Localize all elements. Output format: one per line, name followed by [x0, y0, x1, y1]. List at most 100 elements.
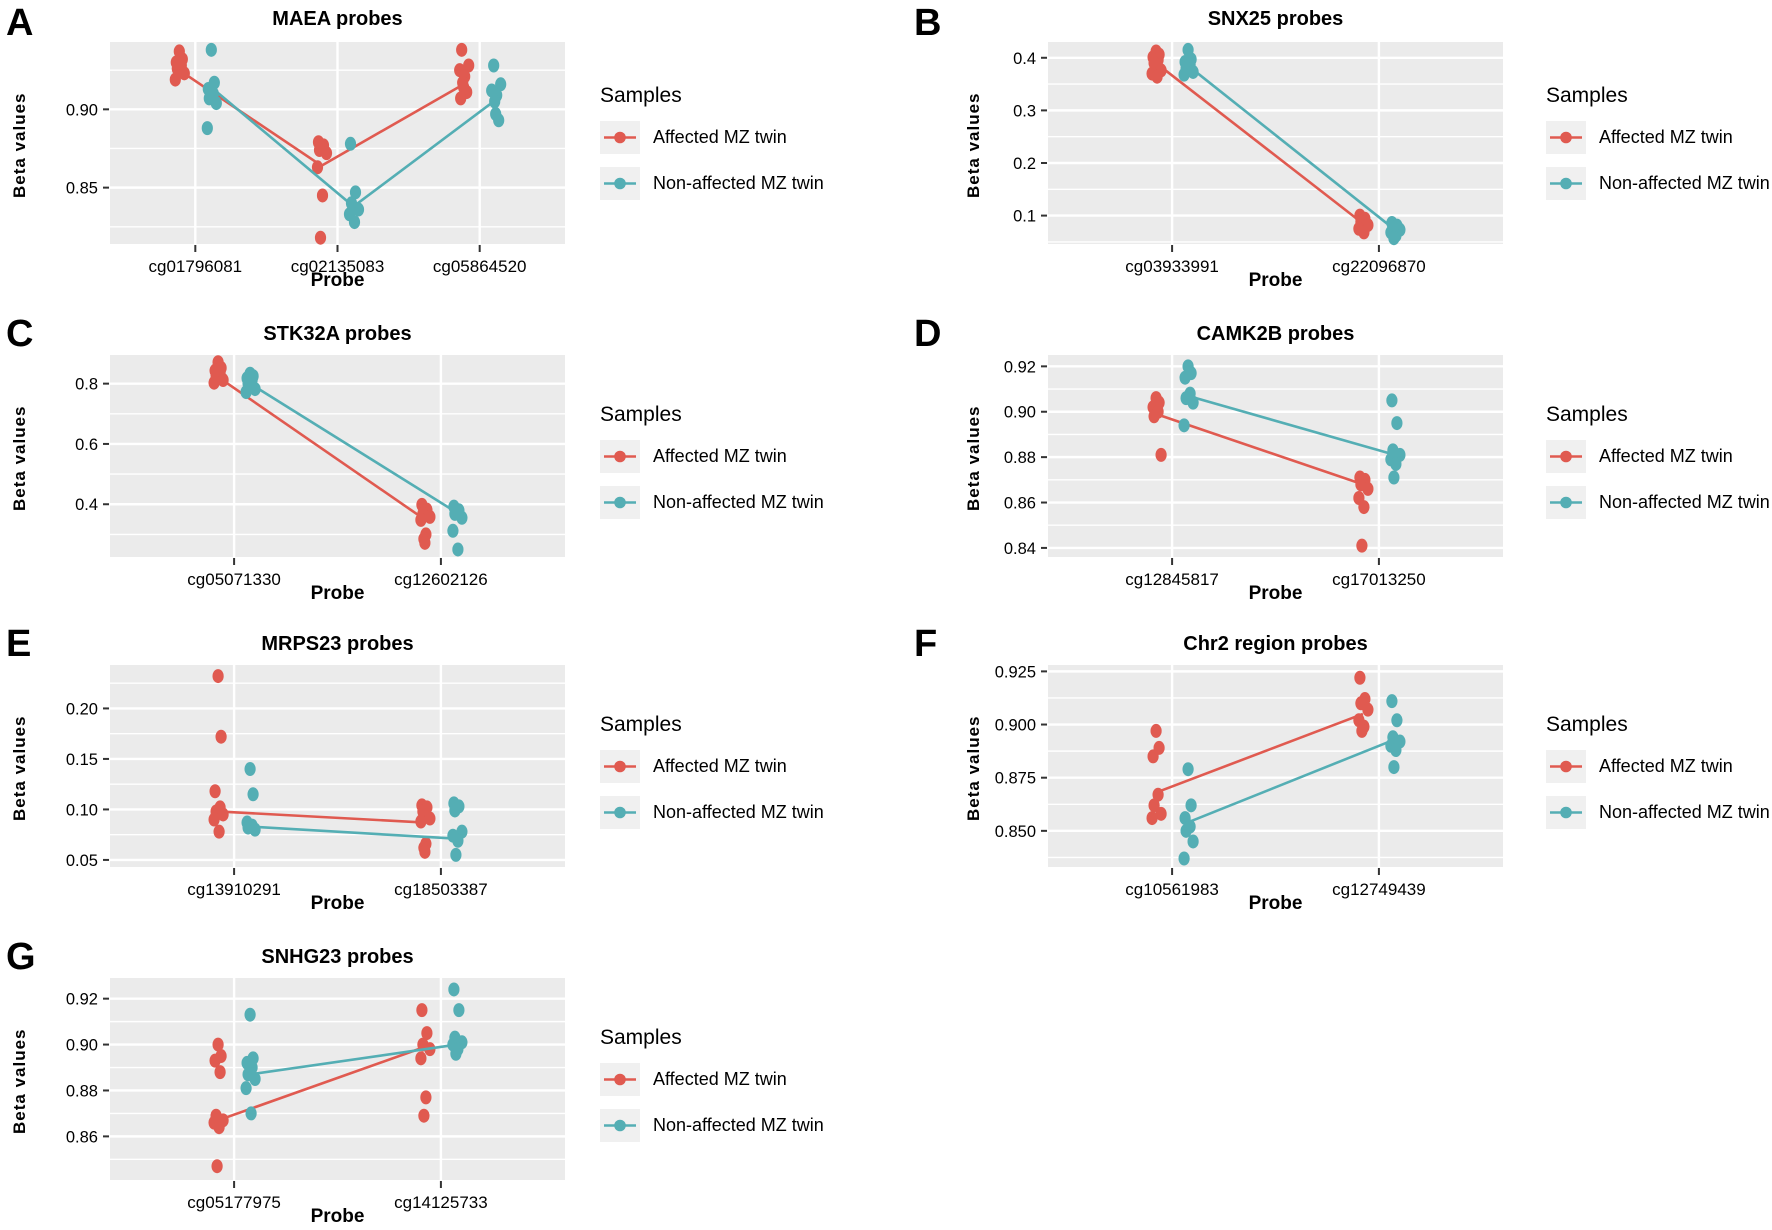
legend-title: Samples	[600, 713, 682, 736]
data-point-affected	[1356, 538, 1368, 553]
plot-background	[110, 665, 565, 867]
y-tick-label: 0.20	[66, 700, 98, 718]
series-line-non-affected	[1187, 394, 1396, 457]
x-tick-label: cg02135083	[291, 257, 385, 276]
y-axis-label: Beta values	[10, 1028, 29, 1134]
legend-key-affected-icon	[1546, 440, 1586, 473]
legend-label: Non-affected MZ twin	[1599, 492, 1770, 512]
legend-key-non-affected-icon	[1546, 796, 1586, 829]
x-axis-label: Probe	[1248, 583, 1303, 604]
x-tick-label: cg05071330	[187, 570, 281, 589]
y-tick-label: 0.85	[66, 180, 98, 198]
legend-entry-affected: Affected MZ twin	[1546, 750, 1770, 783]
plot-area: 0.05 0.10 0.15 0.20 cg13910291 cg18503387	[66, 665, 565, 899]
legend-label: Affected MZ twin	[1599, 756, 1733, 776]
panel-letter: E	[6, 623, 32, 665]
y-tick-label: 0.90	[1004, 404, 1036, 422]
panel-letter: B	[914, 2, 942, 44]
series-line-affected	[218, 810, 425, 824]
data-point-affected	[211, 1159, 223, 1174]
series-line-affected	[1155, 712, 1364, 794]
data-point-non-affected	[245, 1106, 257, 1121]
data-point-non-affected	[352, 202, 365, 217]
legend-label: Non-affected MZ twin	[1599, 173, 1770, 193]
data-point-affected	[463, 58, 475, 73]
y-tick-label: 0.4	[75, 496, 98, 514]
data-point-affected	[1358, 225, 1370, 240]
data-point-non-affected	[1178, 851, 1190, 866]
y-axis-label: Beta values	[10, 92, 29, 198]
y-tick-label: 0.850	[995, 823, 1036, 841]
data-point-non-affected	[1187, 834, 1199, 849]
x-tick-label: cg03933991	[1125, 257, 1219, 276]
chart-title: MAEA probes	[272, 8, 403, 30]
legend-label: Non-affected MZ twin	[653, 492, 824, 512]
chart-title: CAMK2B probes	[1196, 323, 1355, 345]
y-axis-label: Beta values	[964, 715, 983, 821]
data-point-non-affected	[448, 982, 460, 997]
data-point-affected	[217, 373, 229, 388]
data-point-non-affected	[1388, 470, 1400, 485]
x-axis-label: Probe	[1248, 270, 1303, 291]
y-tick-label: 0.90	[66, 1037, 98, 1055]
data-point-non-affected	[249, 1072, 261, 1086]
chart-title: Chr2 region probes	[1183, 633, 1368, 655]
data-point-non-affected	[1391, 713, 1403, 728]
data-point-affected	[415, 814, 427, 829]
data-point-affected	[420, 1090, 432, 1105]
data-point-affected	[1146, 811, 1158, 826]
data-point-affected	[416, 1003, 428, 1018]
y-tick-label: 0.88	[1004, 449, 1036, 467]
y-tick-label: 0.15	[66, 751, 98, 769]
plot-area: 0.84 0.86 0.88 0.90 0.92 cg12845817 cg17013250	[1004, 355, 1503, 589]
legend-entry-affected: Affected MZ twin	[1546, 440, 1770, 473]
legend-entry-non-affected: Non-affected MZ twin	[1546, 167, 1770, 200]
y-tick-label: 0.86	[1004, 495, 1036, 513]
data-point-affected	[213, 1120, 225, 1135]
x-tick-label: cg13910291	[187, 880, 281, 899]
data-point-affected	[1155, 447, 1167, 462]
x-tick-label: cg17013250	[1332, 570, 1426, 589]
data-point-affected	[311, 160, 324, 175]
y-tick-label: 0.05	[66, 852, 98, 870]
data-point-non-affected	[489, 94, 501, 109]
series-line-non-affected	[1187, 738, 1396, 824]
y-axis-label: Beta values	[964, 405, 983, 511]
y-tick-label: 0.92	[1004, 358, 1036, 376]
legend-entry-affected: Affected MZ twin	[1546, 121, 1770, 154]
legend-title: Samples	[600, 1026, 682, 1049]
data-point-affected	[1147, 749, 1159, 764]
data-point-affected	[1152, 787, 1164, 802]
data-point-affected	[1148, 798, 1160, 813]
data-point-non-affected	[1187, 64, 1199, 79]
y-axis-label: Beta values	[964, 92, 983, 198]
data-point-non-affected	[449, 803, 461, 818]
plot-background	[110, 355, 565, 557]
data-point-non-affected	[1180, 823, 1192, 838]
legend-key-affected-icon	[600, 440, 640, 473]
data-point-non-affected	[249, 822, 261, 837]
legend: Samples Affected MZ twin Non-affected MZ…	[600, 84, 824, 200]
legend: Samples Affected MZ twin Non-affected MZ…	[1546, 713, 1770, 829]
data-point-affected	[424, 811, 436, 826]
y-axis-label: Beta values	[10, 715, 29, 821]
legend-title: Samples	[600, 403, 682, 426]
data-point-non-affected	[344, 136, 357, 151]
legend-label: Affected MZ twin	[1599, 446, 1733, 466]
x-tick-label: cg18503387	[394, 880, 488, 899]
panel-letter: F	[914, 623, 938, 665]
data-point-affected	[316, 188, 329, 203]
legend-key-non-affected-icon	[1546, 486, 1586, 519]
legend-label: Non-affected MZ twin	[653, 802, 824, 822]
x-axis-label: Probe	[1248, 893, 1303, 914]
data-point-non-affected	[240, 1081, 252, 1096]
data-point-affected	[1148, 409, 1160, 424]
legend-title: Samples	[1546, 403, 1628, 426]
x-tick-label: cg10561983	[1125, 880, 1219, 899]
data-point-non-affected	[210, 96, 222, 111]
series-line-non-affected	[249, 1043, 458, 1076]
x-tick-label: cg12602126	[394, 570, 488, 589]
data-point-affected	[208, 812, 220, 827]
data-point-affected	[212, 669, 224, 684]
plot-area: 0.86 0.88 0.90 0.92 cg05177975 cg14125733	[66, 978, 565, 1212]
